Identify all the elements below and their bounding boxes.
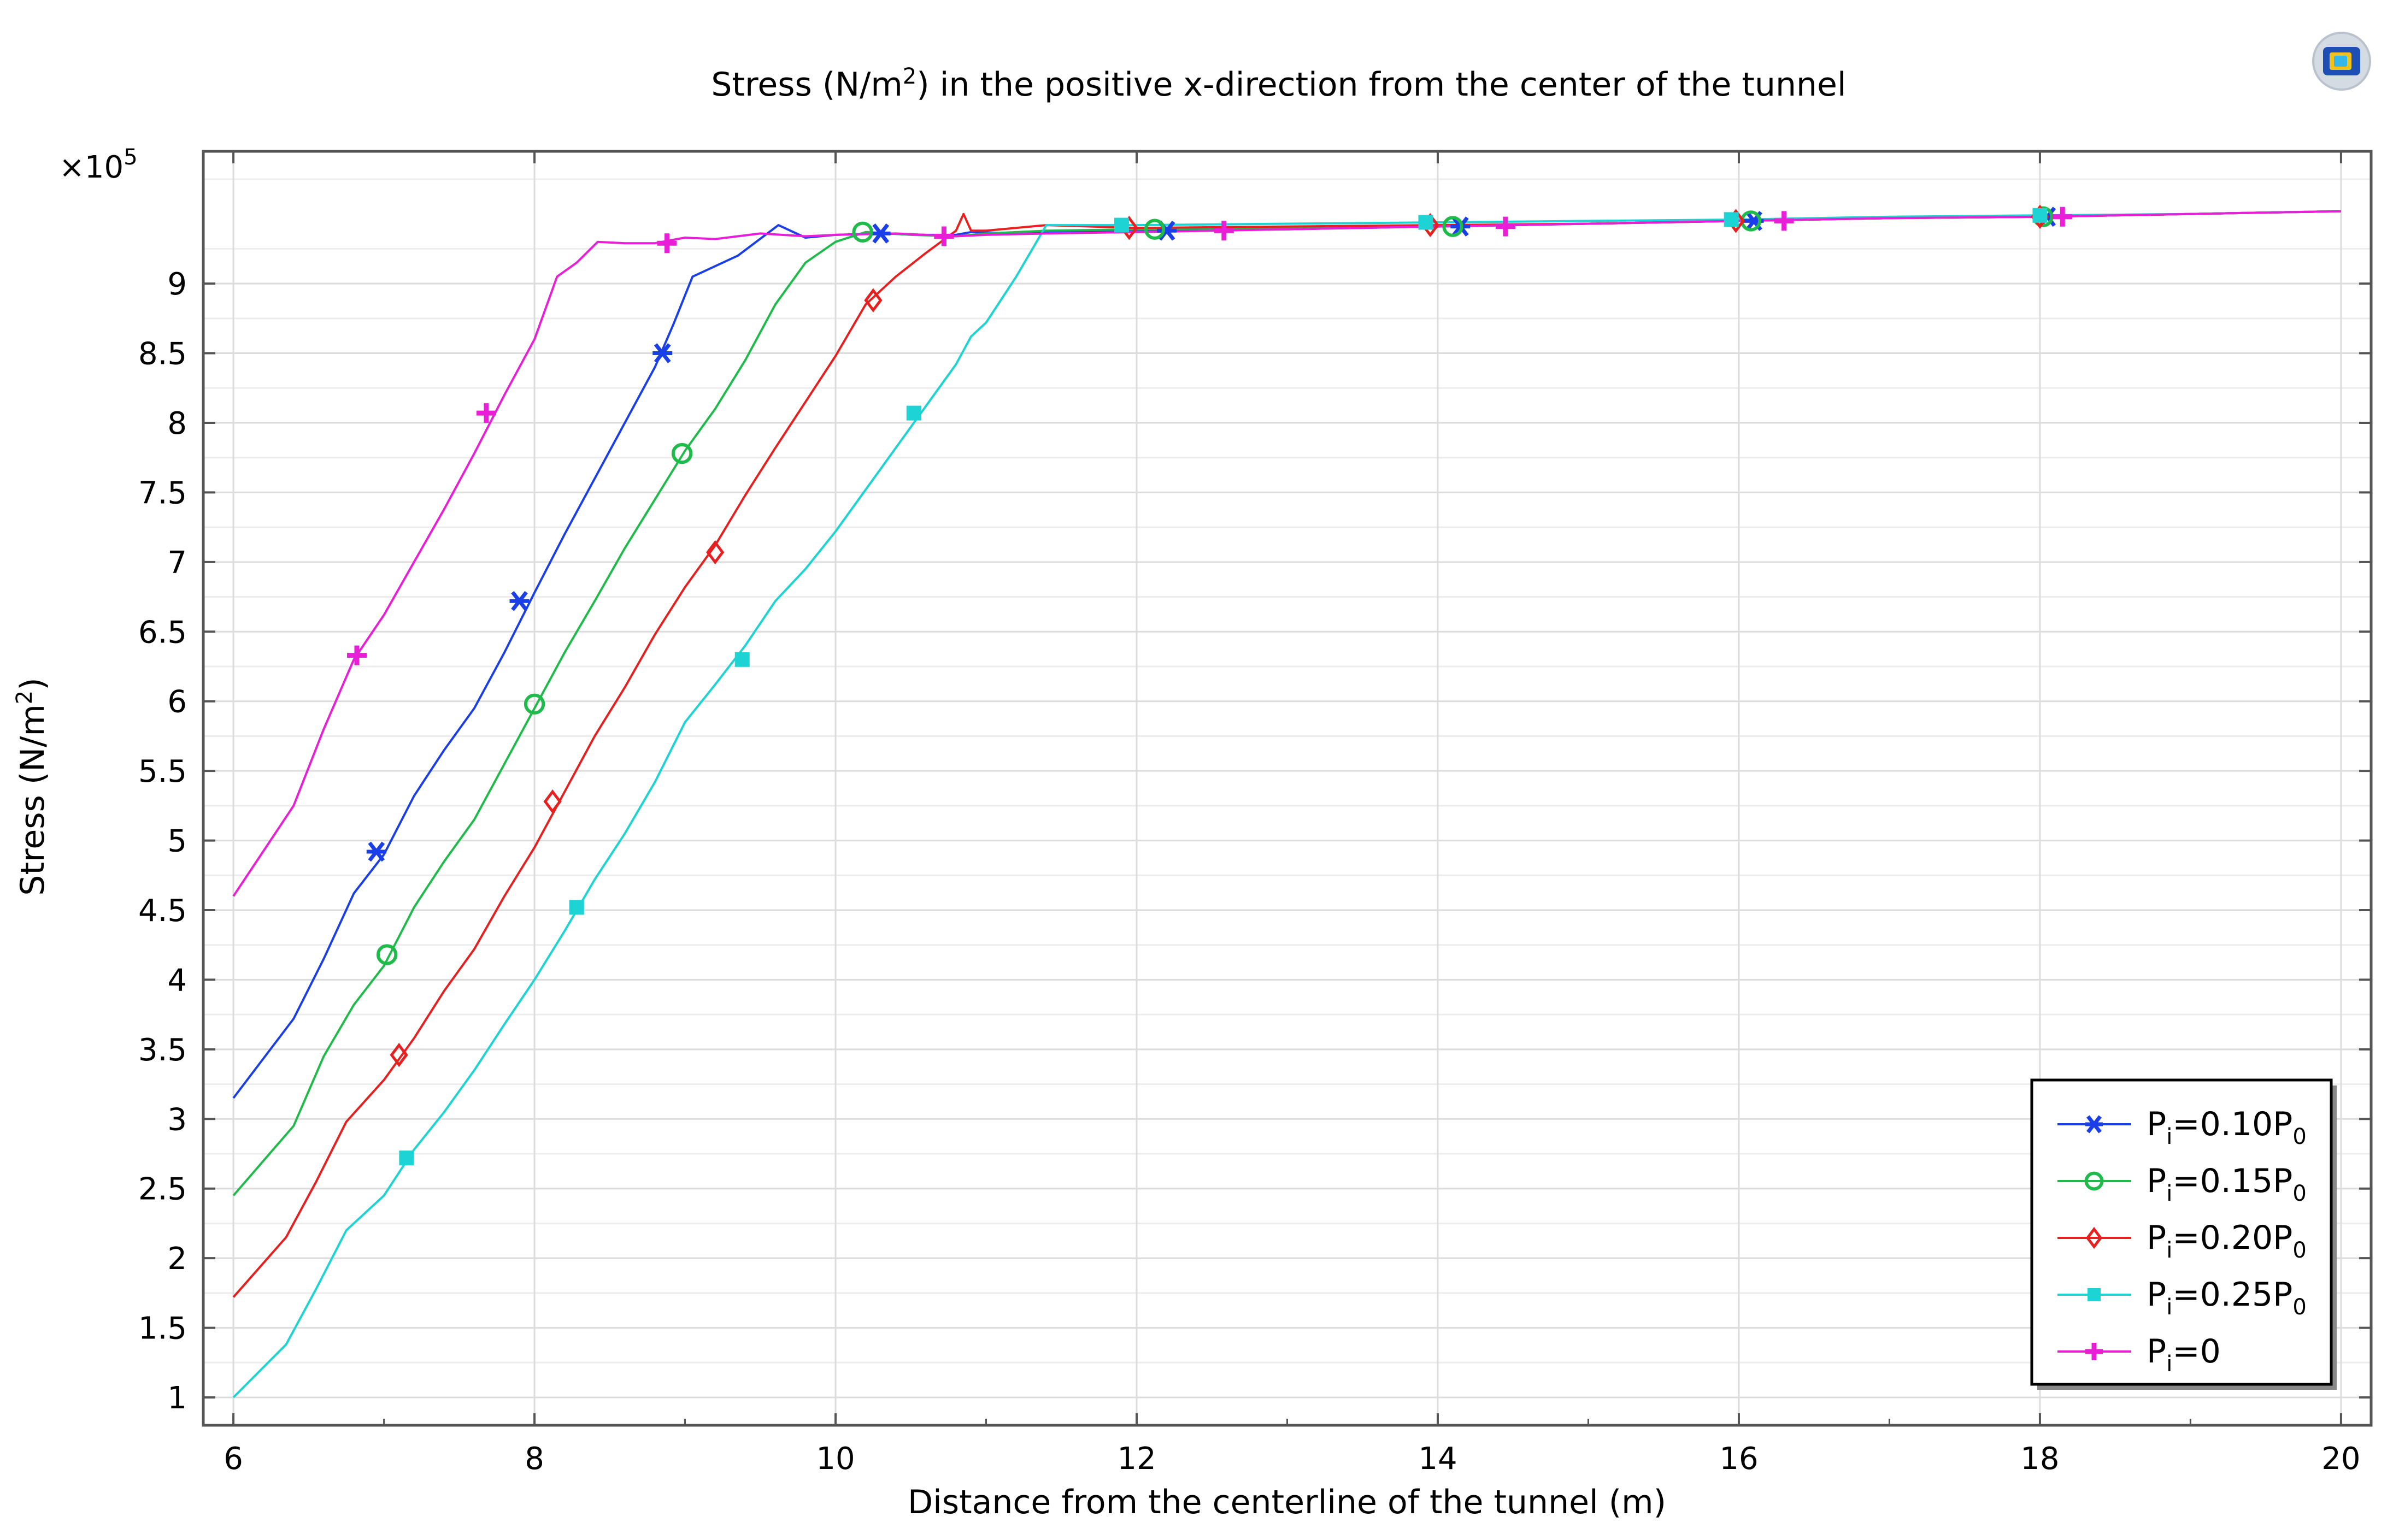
data-point-marker — [657, 233, 677, 253]
x-tick-label: 10 — [816, 1441, 855, 1477]
data-point-marker — [376, 944, 398, 965]
x-tick-label: 14 — [1418, 1441, 1457, 1477]
legend-label: Pi=0.25P0 — [2147, 1276, 2307, 1320]
y-tick-label: 8.5 — [138, 337, 187, 372]
data-point-marker — [1144, 219, 1166, 240]
series-line-4 — [232, 210, 2341, 1399]
x-tick-label: 20 — [2321, 1441, 2360, 1477]
y-tick-label: 1 — [167, 1380, 187, 1416]
legend-entry: Pi=0.20P0 — [2057, 1219, 2307, 1263]
data-point-marker — [476, 403, 496, 423]
x-tick-label: 16 — [1719, 1441, 1758, 1477]
data-point-marker — [1214, 221, 1234, 241]
legend-entry: Pi=0.15P0 — [2057, 1162, 2307, 1206]
legend-marker — [2085, 1343, 2103, 1360]
data-point-marker — [390, 1042, 408, 1067]
data-point-marker — [543, 789, 562, 814]
legend-box — [2030, 1078, 2333, 1386]
data-point-marker — [509, 591, 530, 611]
y-tick-label: 4.5 — [138, 893, 187, 929]
legend-entry: Pi=0.10P0 — [2057, 1105, 2307, 1149]
y-tick-label: 5 — [167, 824, 187, 859]
data-point-marker — [1418, 215, 1433, 230]
series-line-1 — [232, 210, 2341, 1099]
data-point-marker — [524, 693, 545, 715]
y-tick-label: 8 — [167, 406, 187, 441]
legend-label: Pi=0 — [2147, 1332, 2221, 1377]
series-lines — [232, 210, 2341, 1399]
y-tick-label: 7.5 — [138, 475, 187, 511]
legend-marker — [2084, 1171, 2104, 1191]
chart-title: Stress (N/m2) in the positive x-directio… — [711, 64, 1846, 104]
app-logo-icon — [2312, 32, 2371, 91]
data-point-marker — [1724, 212, 1739, 227]
data-point-marker — [906, 405, 921, 421]
data-point-marker — [652, 343, 673, 363]
data-point-marker — [2053, 206, 2073, 227]
data-point-marker — [934, 226, 954, 246]
data-point-marker — [399, 1150, 414, 1166]
y-tick-label: 3.5 — [138, 1032, 187, 1068]
series-line-5 — [232, 210, 2341, 897]
gridlines — [203, 151, 2371, 1425]
y-tick-label: 6 — [167, 685, 187, 720]
data-point-marker — [569, 900, 584, 915]
x-tick-label: 6 — [224, 1441, 243, 1477]
data-point-marker — [734, 652, 750, 667]
y-tick-label: 5.5 — [138, 754, 187, 789]
series-line-3 — [232, 210, 2341, 1298]
legend: Pi=0.10P0 Pi=0.15P0 Pi=0.20P0 Pi=0.25P0 Pi=0 — [2030, 1078, 2337, 1390]
legend-label: Pi=0.15P0 — [2147, 1162, 2307, 1206]
legend-marker — [2085, 1115, 2103, 1134]
y-tick-label: 7 — [167, 545, 187, 581]
x-tick-label: 8 — [525, 1441, 544, 1477]
axis-ticks: 1 1.5 2 2.5 3 3.5 4 4.5 5 5.5 6 6.5 7 7.5 8 8.5 9 6 8 10 12 1… — [138, 151, 2371, 1477]
data-point-marker — [871, 223, 891, 244]
y-tick-label: 6.5 — [138, 615, 187, 650]
x-axis-title: Distance from the centerline of the tunn… — [908, 1483, 1666, 1521]
data-point-marker — [1495, 216, 1515, 237]
data-point-marker — [706, 540, 725, 565]
legend-label: Pi=0.10P0 — [2147, 1105, 2307, 1149]
data-point-marker — [366, 841, 386, 862]
legend-label: Pi=0.20P0 — [2147, 1219, 2307, 1263]
data-point-marker — [2032, 208, 2048, 223]
x-tick-label: 18 — [2020, 1441, 2059, 1477]
data-point-marker — [864, 288, 883, 312]
x-tick-label: 12 — [1117, 1441, 1156, 1477]
data-point-marker — [346, 645, 367, 665]
legend-entry: Pi=0 — [2057, 1332, 2221, 1377]
data-point-marker — [1774, 211, 1794, 231]
y-multiplier-label: ×105 — [59, 145, 138, 185]
legend-marker — [2088, 1288, 2101, 1301]
series-markers — [346, 204, 2073, 1166]
y-tick-label: 1.5 — [138, 1311, 187, 1347]
y-tick-label: 3 — [167, 1102, 187, 1137]
y-tick-label: 2 — [167, 1241, 187, 1277]
data-point-marker — [1442, 216, 1463, 237]
legend-entry: Pi=0.25P0 — [2057, 1276, 2307, 1320]
data-point-marker — [852, 221, 873, 243]
y-tick-label: 2.5 — [138, 1172, 187, 1207]
data-point-marker — [1114, 217, 1129, 233]
y-tick-label: 9 — [167, 267, 187, 302]
series-line-2 — [232, 210, 2341, 1196]
y-tick-label: 4 — [167, 963, 187, 998]
legend-marker — [2085, 1226, 2103, 1249]
y-axis-title: Stress (N/m2) — [12, 677, 52, 895]
data-point-marker — [671, 442, 693, 464]
